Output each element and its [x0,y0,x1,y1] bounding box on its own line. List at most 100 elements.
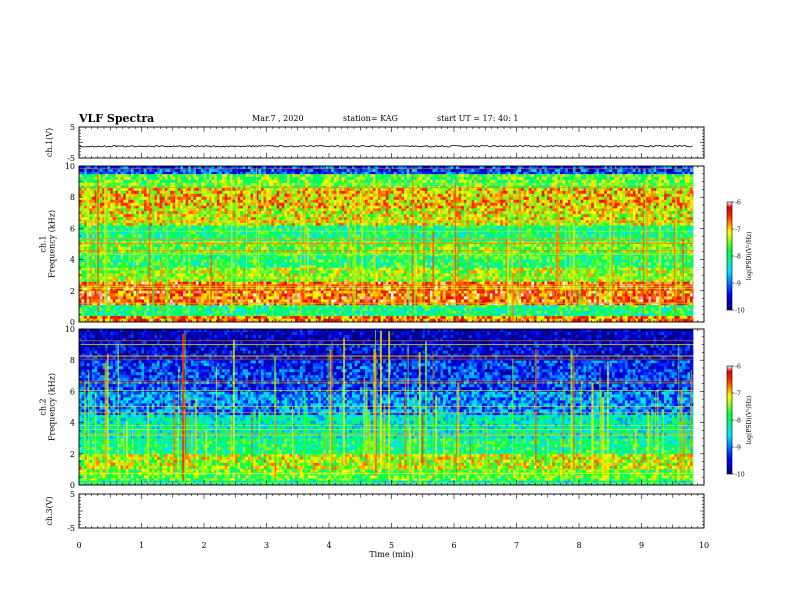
spectrogram-cell [144,296,147,300]
spectrogram-cell [118,293,121,297]
spectrogram-cell [185,270,189,274]
spectrogram-cell [110,299,114,303]
spectrogram-cell [180,281,184,285]
spectrogram-cell [206,279,210,282]
spectrogram-cell [398,281,402,285]
spectrogram-cell [557,318,561,323]
spectrogram-cell [640,270,644,274]
spectrogram-cell [549,267,553,271]
spectrogram-cell [164,299,168,303]
spectrogram-cell [190,279,194,282]
spectrogram-cell [505,307,509,312]
spectrogram-cell [276,270,280,274]
spectrogram-cell [391,304,394,309]
spectrogram-cell [227,279,231,282]
spectrogram-cell [185,281,189,285]
spectrogram-cell [518,310,522,315]
spectrogram-cell [575,281,579,285]
spectrogram-cell [92,299,95,303]
spectrogram-cell [375,296,379,300]
spectrogram-cell [476,273,480,277]
spectrogram-cell [346,310,350,315]
spectrogram-cell [289,299,293,303]
spectrogram-cell [357,313,361,317]
spectrogram-cell [128,296,132,300]
spectrogram-cell [391,296,394,300]
spectrogram-cell [505,315,509,320]
spectrogram-cell [487,287,491,291]
spectrogram-cell [398,310,402,315]
spectrogram-cell [131,307,134,312]
spectrogram-cell [102,253,106,257]
spectrogram-cell [375,315,379,320]
spectrogram-cell [266,310,270,315]
spectrogram-cell [240,287,244,291]
spectrogram-cell [354,307,358,312]
spectrogram-cell [687,279,691,282]
spectrogram-cell [271,279,275,282]
spectrogram-cell [320,307,324,312]
spectrogram-cell [193,318,197,323]
spectrogram-cell [279,299,283,303]
spectrogram-cell [443,315,446,320]
spectrogram-cell [495,304,498,309]
spectrogram-cell [310,270,314,274]
spectrogram-cell [612,293,615,297]
spectrogram-cell [339,273,342,277]
spectrogram-cell [565,307,569,312]
spectrogram-cell [531,281,535,285]
spectrogram-cell [331,299,335,303]
spectrogram-cell [570,290,574,294]
spectrogram-cell [81,270,85,274]
spectrogram-cell [229,313,233,317]
spectrogram-cell [547,304,550,309]
spectrogram-cell [349,310,353,315]
spectrogram-cell [346,293,350,297]
spectrogram-cell [128,299,132,303]
spectrogram-cell [112,270,116,274]
spectrogram-cell [482,296,485,300]
spectrogram-cell [554,304,558,309]
spectrogram-cell [580,318,584,323]
spectrogram-cell [125,267,129,271]
spectrogram-cell [622,307,626,312]
spectrogram-cell [193,267,197,271]
spectrogram-cell [528,270,532,274]
spectrogram-cell [320,296,324,300]
spectrogram-cell [575,287,579,291]
spectrogram-cell [617,307,621,312]
spectrogram-cell [263,273,267,277]
spectrogram-cell [255,313,259,317]
spectrogram-cell [175,290,179,294]
spectrogram-cell [591,313,595,317]
spectrogram-cell [305,296,309,300]
spectrogram-cell [99,313,103,317]
spectrogram-cell [567,310,571,315]
spectrogram-cell [687,310,691,315]
spectrogram-cell [424,304,428,309]
spectrogram-cell [534,293,537,297]
spectrogram-cell [427,270,431,274]
spectrogram-cell [401,310,405,315]
spectrogram-cell [326,313,329,317]
spectrogram-cell [489,267,493,271]
spectrogram-cell [625,315,628,320]
spectrogram-cell [240,293,244,297]
spectrogram-cell [541,304,545,309]
spectrogram-cell [604,270,608,274]
spectrogram-cell [690,315,693,320]
spectrogram-cell [326,267,329,271]
spectrogram-cell [97,313,101,317]
spectrogram-cell [552,296,556,300]
spectrogram-cell [185,273,189,277]
spectrogram-cell [596,299,600,303]
spectrogram-cell [175,318,179,323]
spectrogram-cell [437,310,441,315]
spectrogram-cell [157,318,160,323]
spectrogram-cell [482,310,485,315]
spectrogram-cell [515,290,519,294]
spectrogram-cell [123,318,127,323]
spectrogram-cell [190,281,194,285]
spectrogram-cell [552,290,556,294]
spectrogram-cell [536,318,540,323]
